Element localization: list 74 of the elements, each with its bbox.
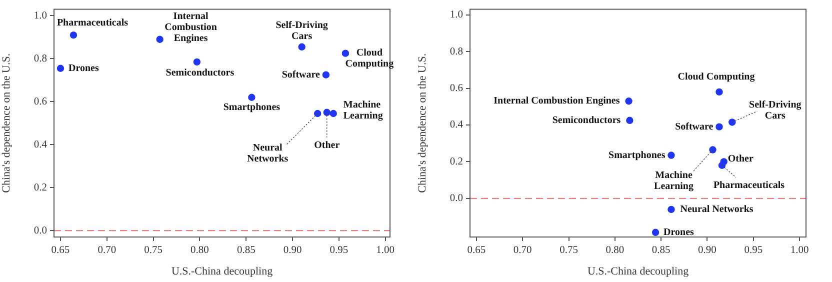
point	[652, 228, 660, 236]
point	[314, 110, 322, 118]
x-tick-label: 0.70	[98, 245, 116, 256]
y-tick-label: 0.2	[450, 156, 463, 168]
y-tick-label: 0.0	[34, 225, 47, 236]
y-tick-label: 0.0	[450, 193, 463, 204]
point	[70, 31, 78, 39]
x-tick-label: 0.75	[560, 245, 578, 256]
y-tick-label: 1.0	[34, 10, 47, 22]
x-tick-label: 1.00	[376, 245, 395, 256]
annotation: Software	[675, 121, 714, 132]
point	[156, 36, 164, 43]
x-tick-label: 0.90	[283, 245, 302, 256]
point	[248, 94, 256, 101]
annotation: Pharmaceuticals	[713, 180, 785, 191]
annotation: Smartphones	[223, 102, 280, 113]
x-tick-label: 0.95	[744, 245, 763, 256]
annotation: Semiconductors	[552, 114, 621, 126]
y-tick-label: 0.2	[34, 182, 47, 194]
annotation: Pharmaceuticals	[56, 18, 128, 29]
y-tick-label: 0.4	[34, 139, 48, 150]
x-tick-label: 0.65	[51, 245, 70, 256]
point	[323, 108, 330, 116]
point	[668, 152, 675, 159]
point	[718, 162, 726, 169]
annotation: Self-Driving Cars	[276, 20, 328, 42]
x-tick-label: 0.85	[652, 245, 670, 256]
x-tick-label: 0.85	[236, 245, 256, 256]
point	[56, 64, 64, 72]
point	[322, 71, 330, 78]
x-axis-title: U.S.-China decoupling	[171, 265, 274, 278]
x-tick-label: 0.75	[144, 245, 162, 256]
annotation: Self-Driving Cars	[749, 99, 802, 122]
point	[626, 116, 634, 124]
annotation: Software	[282, 69, 321, 80]
annotation: Neural Networks	[680, 204, 754, 216]
x-tick-label: 0.80	[606, 245, 624, 256]
point	[668, 206, 675, 214]
point	[342, 50, 350, 57]
point	[716, 123, 723, 130]
annotation: Internal Combustion Engines	[164, 10, 218, 44]
y-tick-label: 0.4	[450, 120, 464, 131]
x-axis-title: U.S.-China decoupling	[587, 265, 690, 278]
y-tick-label: 1.0	[450, 10, 463, 21]
point	[298, 43, 306, 50]
x-tick-label: 0.65	[467, 245, 486, 256]
annotation: Internal Combustion Engines	[494, 96, 620, 107]
x-tick-label: 0.95	[330, 245, 348, 256]
point	[330, 110, 337, 118]
x-tick-label: 0.80	[190, 245, 209, 256]
point	[193, 58, 201, 66]
x-tick-label: 1.00	[790, 245, 809, 256]
point	[716, 88, 723, 96]
annotation: Machine Learning	[343, 100, 383, 122]
annotation: Cloud Computing	[678, 72, 755, 83]
y-tick-label: 0.8	[450, 46, 463, 58]
y-axis-title: China's dependence on the U.S.	[0, 53, 12, 193]
annotation: Other	[314, 140, 340, 151]
x-tick-label: 0.70	[513, 245, 532, 256]
point	[625, 98, 632, 105]
y-tick-label: 0.8	[34, 53, 47, 64]
annotation: Other	[728, 153, 754, 164]
annotation: Machine Learning	[654, 170, 694, 192]
y-axis-title: China's dependence on the U.S.	[416, 53, 428, 193]
annotation: Neural Networks	[247, 142, 288, 165]
annotation: Semiconductors	[166, 68, 234, 79]
annotation: Smartphones	[608, 150, 666, 161]
y-tick-label: 0.6	[450, 83, 463, 94]
annotation: Drones	[664, 226, 694, 238]
point	[728, 118, 736, 126]
y-tick-label: 0.6	[34, 96, 47, 108]
point	[709, 146, 716, 154]
annotation: Drones	[68, 62, 99, 74]
x-tick-label: 0.90	[698, 245, 716, 256]
